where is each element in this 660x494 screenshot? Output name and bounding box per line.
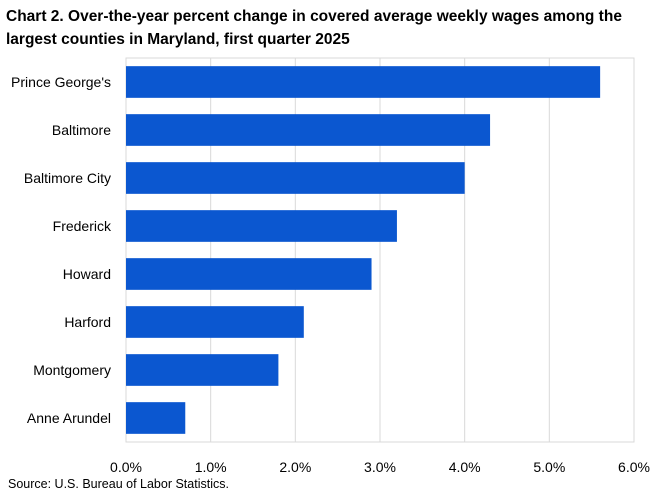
x-tick-label: 1.0% xyxy=(195,459,227,475)
x-tick-label: 5.0% xyxy=(533,459,565,475)
category-label: Harford xyxy=(64,314,111,330)
chart-title: Chart 2. Over-the-year percent change in… xyxy=(6,8,622,48)
category-labels: Prince George's Baltimore Baltimore City Fr… xyxy=(11,74,112,426)
category-label: Baltimore City xyxy=(24,170,111,186)
x-tick-label: 2.0% xyxy=(279,459,311,475)
bar xyxy=(126,402,186,434)
bar xyxy=(126,354,279,386)
bar xyxy=(126,66,601,98)
category-label: Prince George's xyxy=(11,74,111,90)
plot-area-border xyxy=(125,57,635,443)
x-tick-label: 3.0% xyxy=(364,459,396,475)
x-tick-label: 0.0% xyxy=(110,459,142,475)
bar xyxy=(126,114,491,146)
x-tick-label: 6.0% xyxy=(618,459,650,475)
category-label: Baltimore xyxy=(52,122,111,138)
bar xyxy=(126,210,397,242)
bar xyxy=(126,162,465,194)
bar xyxy=(126,258,372,290)
x-axis-tick-labels: 0.0% 1.0% 2.0% 3.0% 4.0% 5.0% 6.0% xyxy=(110,459,650,475)
category-label: Anne Arundel xyxy=(27,410,111,426)
category-label: Frederick xyxy=(53,218,112,234)
bars xyxy=(126,66,601,434)
category-label: Montgomery xyxy=(33,362,111,378)
x-tick-label: 4.0% xyxy=(449,459,481,475)
category-label: Howard xyxy=(63,266,111,282)
source-note: Source: U.S. Bureau of Labor Statistics. xyxy=(8,477,229,491)
bar xyxy=(126,306,304,338)
